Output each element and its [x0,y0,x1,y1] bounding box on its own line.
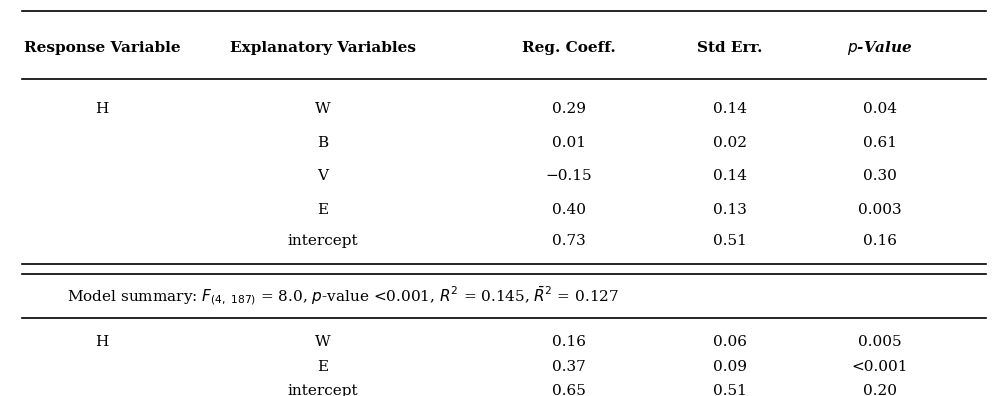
Text: W: W [315,335,330,349]
Text: Explanatory Variables: Explanatory Variables [230,41,416,55]
Text: 0.09: 0.09 [713,360,746,373]
Text: 0.40: 0.40 [552,203,586,217]
Text: 0.20: 0.20 [863,384,897,396]
Text: −0.15: −0.15 [546,169,592,183]
Text: 0.37: 0.37 [552,360,586,373]
Text: 0.13: 0.13 [713,203,746,217]
Text: Response Variable: Response Variable [24,41,180,55]
Text: H: H [96,102,109,116]
Text: 0.02: 0.02 [713,136,746,150]
Text: 0.65: 0.65 [552,384,586,396]
Text: W: W [315,102,330,116]
Text: Std Err.: Std Err. [697,41,762,55]
Text: V: V [317,169,328,183]
Text: 0.005: 0.005 [858,335,902,349]
Text: 0.73: 0.73 [552,234,586,248]
Text: E: E [317,203,328,217]
Text: 0.16: 0.16 [552,335,586,349]
Text: 0.14: 0.14 [713,169,746,183]
Text: 0.14: 0.14 [713,102,746,116]
Text: 0.29: 0.29 [552,102,586,116]
Text: 0.61: 0.61 [863,136,897,150]
Text: 0.01: 0.01 [552,136,586,150]
Text: 0.04: 0.04 [863,102,897,116]
Text: 0.51: 0.51 [713,384,746,396]
Text: Model summary: $F_{(4,\ 187)}$ = 8.0, $p$-value <0.001, $R^2$ = 0.145, $\bar{R}^: Model summary: $F_{(4,\ 187)}$ = 8.0, $p… [66,285,619,307]
Text: 0.51: 0.51 [713,234,746,248]
Text: <0.001: <0.001 [852,360,908,373]
Text: intercept: intercept [288,234,358,248]
Text: $p$-Value: $p$-Value [847,39,913,57]
Text: Reg. Coeff.: Reg. Coeff. [522,41,615,55]
Text: 0.30: 0.30 [863,169,897,183]
Text: E: E [317,360,328,373]
Text: 0.16: 0.16 [863,234,897,248]
Text: 0.003: 0.003 [858,203,902,217]
Text: B: B [317,136,328,150]
Text: intercept: intercept [288,384,358,396]
Text: H: H [96,335,109,349]
Text: 0.06: 0.06 [713,335,746,349]
